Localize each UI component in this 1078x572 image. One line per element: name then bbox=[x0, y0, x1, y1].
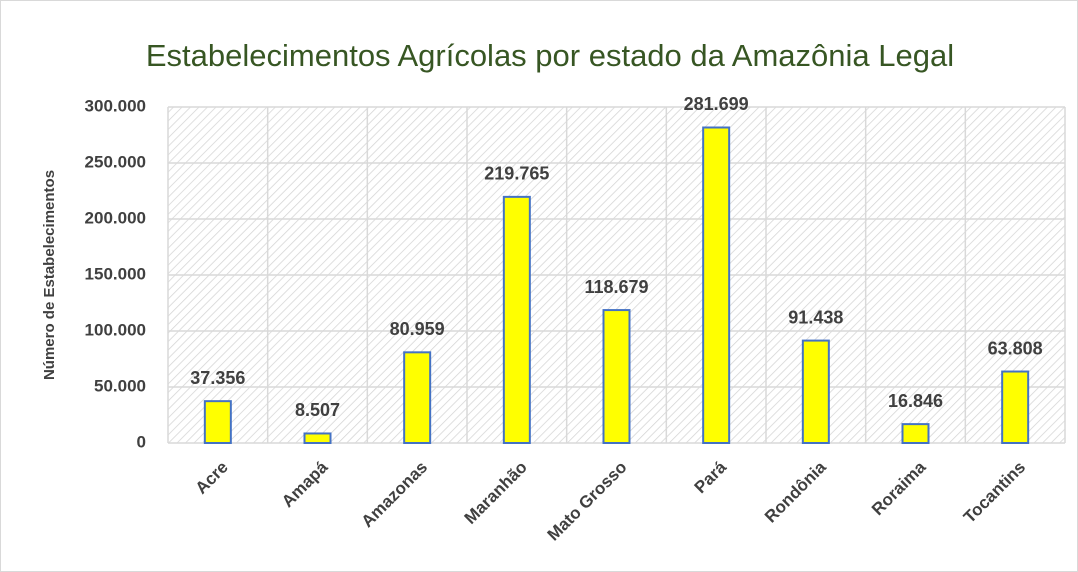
value-label: 80.959 bbox=[390, 319, 445, 339]
chart-title: Estabelecimentos Agrícolas por estado da… bbox=[146, 38, 954, 73]
y-tick-label: 0 bbox=[137, 432, 146, 451]
value-label: 118.679 bbox=[584, 277, 648, 297]
bar bbox=[801, 339, 830, 445]
y-tick-label: 250.000 bbox=[85, 152, 146, 171]
value-label: 63.808 bbox=[988, 338, 1043, 358]
bar bbox=[203, 400, 232, 445]
bar bbox=[702, 126, 731, 444]
y-tick-label: 100.000 bbox=[85, 320, 146, 339]
bar bbox=[403, 351, 432, 445]
y-tick-label: 200.000 bbox=[85, 208, 146, 227]
y-tick-label: 150.000 bbox=[85, 264, 146, 283]
value-label: 219.765 bbox=[484, 164, 549, 184]
value-label: 16.846 bbox=[888, 391, 943, 411]
bar bbox=[901, 423, 930, 444]
value-label: 37.356 bbox=[190, 368, 245, 388]
y-tick-label: 300.000 bbox=[85, 96, 146, 115]
bar bbox=[303, 432, 332, 445]
y-axis-label: Número de Estabelecimentos bbox=[41, 170, 58, 380]
value-label: 8.507 bbox=[295, 400, 340, 420]
bar bbox=[502, 195, 531, 444]
y-tick-label: 50.000 bbox=[94, 376, 146, 395]
value-label: 281.699 bbox=[684, 94, 749, 114]
value-label: 91.438 bbox=[788, 307, 843, 327]
bar bbox=[1001, 370, 1030, 444]
bar bbox=[602, 309, 631, 445]
